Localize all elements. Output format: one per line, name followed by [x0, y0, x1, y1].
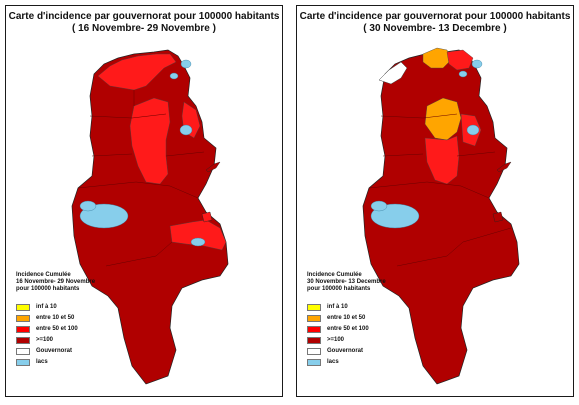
legend-swatch	[16, 359, 30, 366]
legend-swatch	[16, 337, 30, 344]
legend-label: inf à 10	[36, 304, 57, 310]
legend-item: >=100	[16, 336, 136, 345]
legend-title-line-3: pour 100000 habitants	[307, 286, 371, 292]
lake-north	[180, 59, 192, 69]
legend-right: Incidence Cumulée 30 Novembre- 13 Decemb…	[307, 272, 427, 369]
legend-swatch	[307, 348, 321, 355]
legend-swatch	[307, 326, 321, 333]
map-panel-right: Carte d'incidence par gouvernorat pour 1…	[296, 5, 574, 397]
legend-title-line-1: Incidence Cumulée	[16, 272, 71, 278]
legend-label: entre 50 et 100	[36, 326, 78, 332]
governorate-borders	[77, 90, 205, 267]
legend-label: Gouvernorat	[327, 348, 364, 354]
legend-label: entre 50 et 100	[327, 326, 369, 332]
title-line-1: Carte d'incidence par gouvernorat pour 1…	[8, 11, 280, 22]
region-central-red	[424, 135, 460, 185]
title-line-2: ( 30 Novembre- 13 Decembre )	[363, 23, 507, 34]
legend-label: >=100	[36, 337, 54, 343]
lake-gulf	[190, 237, 206, 247]
lake-tunis	[458, 70, 468, 78]
legend-label: entre 10 et 50	[327, 315, 366, 321]
region-north-red	[446, 49, 474, 71]
region-northwest-white	[378, 61, 408, 85]
map-title: Carte d'incidence par gouvernorat pour 1…	[6, 11, 282, 35]
legend-swatch	[307, 304, 321, 311]
legend-label: lacs	[327, 359, 339, 365]
legend-item: entre 10 et 50	[16, 314, 136, 323]
legend-item: Gouvernorat	[16, 347, 136, 356]
legend-item: Gouvernorat	[307, 347, 427, 356]
legend-item: inf à 10	[307, 303, 427, 312]
legend-swatch	[16, 304, 30, 311]
djerba-island	[201, 211, 213, 223]
kerkennah-islands	[205, 161, 221, 173]
region-central-red	[129, 97, 171, 185]
legend-title: Incidence Cumulée 30 Novembre- 13 Decemb…	[307, 272, 427, 293]
lake-sebkha	[179, 124, 193, 136]
region-north-red	[97, 53, 177, 91]
legend-title: Incidence Cumulée 16 Novembre- 29 Novemb…	[16, 272, 136, 293]
legend-title-line-3: pour 100000 habitants	[16, 286, 80, 292]
legend-label: lacs	[36, 359, 48, 365]
legend-label: >=100	[327, 337, 345, 343]
legend-item: entre 50 et 100	[16, 325, 136, 334]
legend-item: lacs	[16, 358, 136, 367]
legend-swatch	[16, 326, 30, 333]
legend-label: entre 10 et 50	[36, 315, 75, 321]
legend-label: Gouvernorat	[36, 348, 73, 354]
legend-title-line-1: Incidence Cumulée	[307, 272, 362, 278]
lake-tunis	[169, 72, 179, 80]
governorate-borders	[368, 113, 512, 267]
map-panel-left: Carte d'incidence par gouvernorat pour 1…	[5, 5, 283, 397]
legend-swatch	[16, 348, 30, 355]
legend-items: inf à 10 entre 10 et 50 entre 50 et 100 >=1…	[307, 303, 427, 367]
legend-item: inf à 10	[16, 303, 136, 312]
legend-items: inf à 10 entre 10 et 50 entre 50 et 100 >=1…	[16, 303, 136, 367]
lake-chott-small	[370, 200, 388, 212]
title-line-2: ( 16 Novembre- 29 Novembre )	[72, 23, 216, 34]
lake-sebkha	[466, 124, 480, 136]
region-southeast-red	[169, 219, 227, 251]
kerkennah-islands	[496, 161, 512, 173]
lake-north	[471, 59, 483, 69]
lake-chott-small	[79, 200, 97, 212]
region-central-orange	[424, 97, 462, 141]
tunisia-map	[71, 49, 229, 385]
legend-title-line-2: 30 Novembre- 13 Decembre	[307, 279, 386, 285]
region-north-orange	[422, 47, 452, 69]
legend-item: lacs	[307, 358, 427, 367]
tunisia-map	[362, 47, 520, 385]
legend-swatch	[16, 315, 30, 322]
legend-left: Incidence Cumulée 16 Novembre- 29 Novemb…	[16, 272, 136, 369]
legend-item: >=100	[307, 336, 427, 345]
legend-item: entre 50 et 100	[307, 325, 427, 334]
map-title: Carte d'incidence par gouvernorat pour 1…	[297, 11, 573, 35]
legend-swatch	[307, 315, 321, 322]
legend-label: inf à 10	[327, 304, 348, 310]
djerba-island	[492, 211, 504, 223]
title-line-1: Carte d'incidence par gouvernorat pour 1…	[299, 11, 571, 22]
legend-title-line-2: 16 Novembre- 29 Novembre	[16, 279, 96, 285]
legend-swatch	[307, 337, 321, 344]
legend-item: entre 10 et 50	[307, 314, 427, 323]
legend-swatch	[307, 359, 321, 366]
